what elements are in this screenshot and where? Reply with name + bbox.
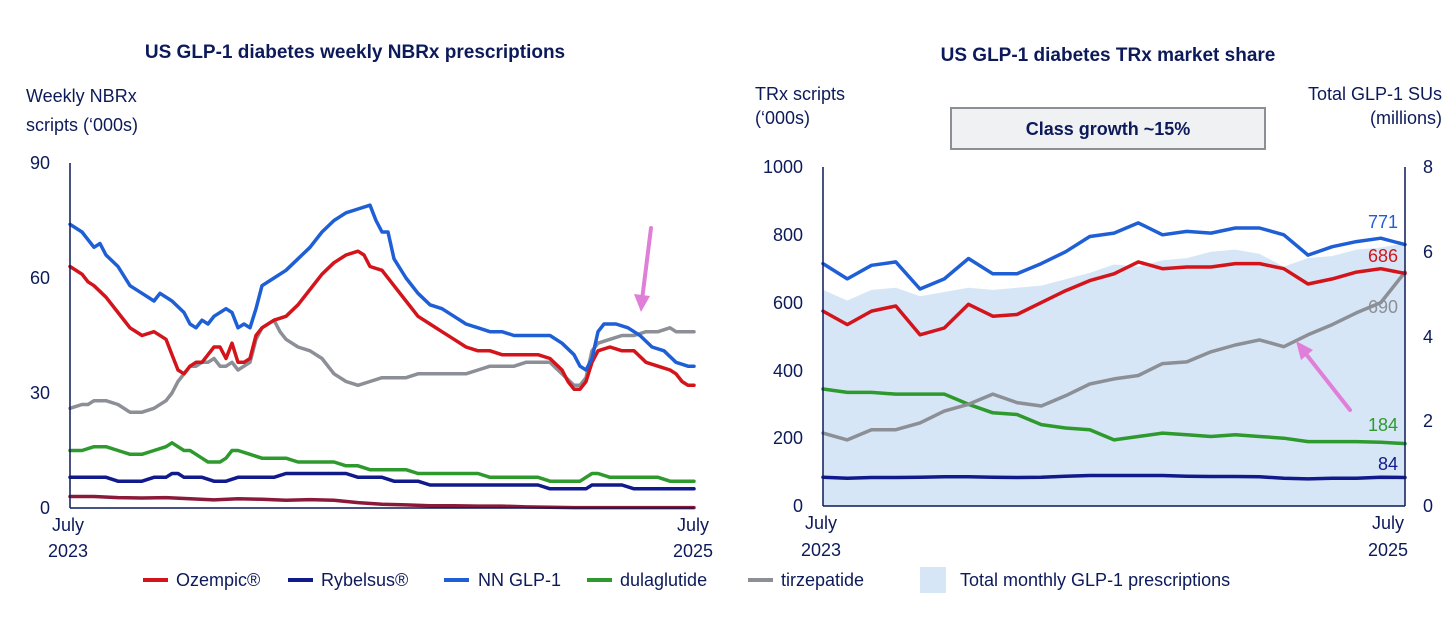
end-label-tirzepatide: 690 <box>1368 297 1398 317</box>
right-series-line-nn <box>821 221 1407 291</box>
right-y2-tick-6: 6 <box>1423 242 1433 262</box>
legend-item-ozempic: Ozempic® <box>143 570 260 590</box>
right-y-tick-800: 800 <box>773 225 803 245</box>
left-series-group <box>68 203 696 510</box>
left-chart-title: US GLP-1 diabetes weekly NBRx prescripti… <box>145 42 565 63</box>
right-series-line-rybelsus <box>821 473 1407 481</box>
left-arrow-head <box>634 294 650 312</box>
right-y2-tick-0: 0 <box>1423 496 1433 516</box>
legend-item-dulaglutide: dulaglutide <box>587 570 707 590</box>
left-y-tick-60: 60 <box>30 268 50 288</box>
left-series-line-tirzepatide <box>68 318 696 414</box>
left-arrow-shaft <box>640 226 653 302</box>
left-y-tick-0: 0 <box>40 498 50 518</box>
left-x-tick-end-month: July <box>677 515 709 535</box>
legend-label-nn: NN GLP-1 <box>478 570 561 590</box>
legend-label-ozempic: Ozempic® <box>176 570 260 590</box>
legend-item-nn: NN GLP-1 <box>444 570 561 590</box>
left-x-tick-start-month: July <box>52 515 84 535</box>
legend-swatch-area <box>920 567 946 593</box>
right-chart-title: US GLP-1 diabetes TRx market share <box>941 45 1276 66</box>
right-y-tick-200: 200 <box>773 428 803 448</box>
end-label-rybelsus: 84 <box>1378 454 1398 474</box>
right-series-line-dulaglutide <box>821 387 1407 446</box>
right-y2-tick-2: 2 <box>1423 411 1433 431</box>
right-series-group <box>821 221 1407 481</box>
legend-label-rybelsus: Rybelsus® <box>321 570 408 590</box>
right-series-line-ozempic <box>821 260 1407 337</box>
right-y2-tick-8: 8 <box>1423 157 1433 177</box>
legend-label-area: Total monthly GLP-1 prescriptions <box>960 570 1230 590</box>
legend-label-dulaglutide: dulaglutide <box>620 570 707 590</box>
legend-item-tirzepatide: tirzepatide <box>748 570 864 590</box>
right-y-tick-1000: 1000 <box>763 157 803 177</box>
left-series-line-ozempic <box>68 249 696 391</box>
right-y-tick-600: 600 <box>773 293 803 313</box>
right-series-line-tirzepatide <box>821 270 1407 442</box>
legend-item-area: Total monthly GLP-1 prescriptions <box>920 567 1230 593</box>
right-x-tick-end-year: 2025 <box>1368 540 1408 560</box>
end-label-nn: 771 <box>1368 212 1398 232</box>
right-y-axis-label-left-line1: TRx scripts <box>755 84 845 104</box>
end-label-ozempic: 686 <box>1368 246 1398 266</box>
left-chart: US GLP-1 diabetes weekly NBRx prescripti… <box>26 42 713 561</box>
right-y-axis-label-right-line1: Total GLP-1 SUs <box>1308 84 1442 104</box>
left-series-line-other <box>68 494 696 510</box>
left-x-tick-end-year: 2025 <box>673 541 713 561</box>
right-chart: US GLP-1 diabetes TRx market share TRx s… <box>755 45 1442 560</box>
right-arrow-head <box>1296 341 1313 360</box>
right-y-tick-0: 0 <box>793 496 803 516</box>
class-growth-text: Class growth ~15% <box>1026 119 1191 139</box>
legend: Ozempic® Rybelsus® NN GLP-1 dulaglutide … <box>143 567 1230 593</box>
right-x-tick-end-month: July <box>1372 513 1404 533</box>
end-label-dulaglutide: 184 <box>1368 415 1398 435</box>
right-y-tick-400: 400 <box>773 361 803 381</box>
legend-label-tirzepatide: tirzepatide <box>781 570 864 590</box>
left-x-tick-start-year: 2023 <box>48 541 88 561</box>
right-x-tick-start-year: 2023 <box>801 540 841 560</box>
left-series-line-rybelsus <box>68 471 696 491</box>
right-area-total-prescriptions <box>823 243 1405 507</box>
left-y-axis-label-line1: Weekly NBRx <box>26 86 137 106</box>
left-y-tick-90: 90 <box>30 153 50 173</box>
right-x-tick-start-month: July <box>805 513 837 533</box>
right-y-axis-label-left-line2: (‘000s) <box>755 108 810 128</box>
legend-item-rybelsus: Rybelsus® <box>288 570 408 590</box>
right-y-axis-label-right-line2: (millions) <box>1370 108 1442 128</box>
right-area-group <box>823 243 1405 507</box>
left-annotation-arrow <box>634 226 653 312</box>
right-arrow-shaft <box>1304 352 1352 412</box>
left-y-tick-30: 30 <box>30 383 50 403</box>
left-series-line-dulaglutide <box>68 441 696 483</box>
left-y-axis-label-line2: scripts (‘000s) <box>26 115 138 135</box>
class-growth-box <box>950 107 1266 150</box>
right-annotation-arrow <box>1296 341 1352 412</box>
right-y2-tick-4: 4 <box>1423 327 1433 347</box>
left-series-line-nn <box>68 203 696 372</box>
